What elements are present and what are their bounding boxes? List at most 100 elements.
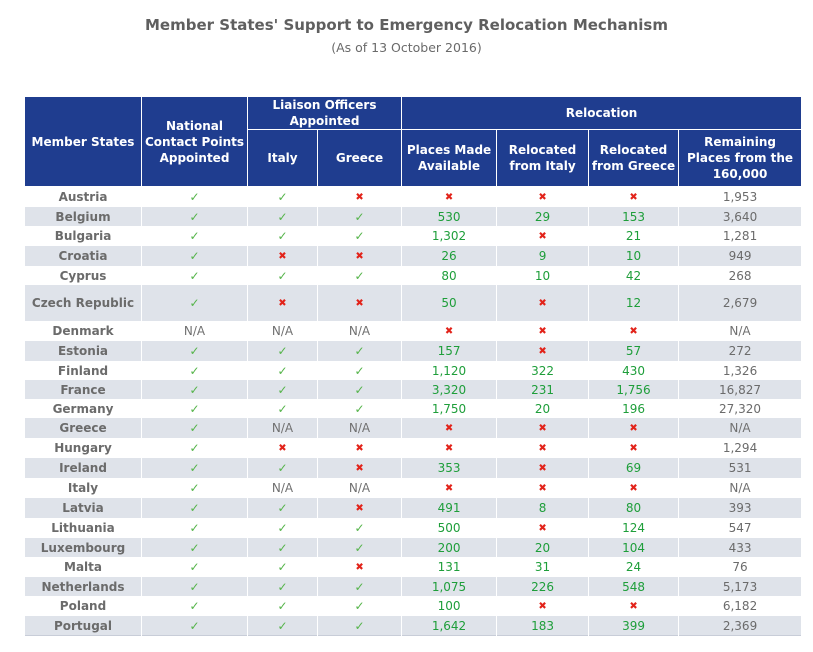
cell-rel-greece: 57 [588,341,680,361]
cell-rel-italy: ✖ [496,518,590,538]
cross-icon: ✖ [278,443,287,454]
cell-lo-greece: N/A [316,321,403,341]
cell-rel-greece: ✖ [588,478,680,498]
check-icon: ✓ [277,501,288,515]
cross-icon: ✖ [355,562,364,573]
cell-rel-italy: ✖ [496,418,590,438]
cell-lo-italy: ✓ [247,557,318,577]
check-icon: ✓ [189,521,200,535]
cell-lo-italy: ✓ [247,226,318,246]
cell-lo-italy: N/A [247,478,318,498]
cell-places: 100 [401,596,498,616]
cell-places: 491 [401,498,498,518]
cell-rel-italy: 226 [496,577,590,596]
cross-icon: ✖ [278,251,287,262]
member-state-name: Malta [24,557,142,577]
table-row: Austria ✓ ✓ ✖ ✖ ✖ ✖ 1,953 [24,186,803,207]
cell-remaining: 547 [678,518,803,538]
cell-ncp: ✓ [141,478,248,498]
table-row: Greece ✓ N/A N/A ✖ ✖ ✖ N/A [24,418,803,438]
cell-lo-greece: ✖ [316,186,403,207]
cell-rel-italy: ✖ [496,321,590,341]
cell-remaining: 1,953 [678,186,803,207]
table-row: France ✓ ✓ ✓ 3,320 231 1,756 16,827 [24,380,803,399]
member-state-name: Lithuania [24,518,142,538]
member-state-name: Italy [24,478,142,498]
cell-remaining: 27,320 [678,399,803,418]
cell-places: 157 [401,341,498,361]
check-icon: ✓ [354,229,365,243]
cell-lo-italy: ✓ [247,266,318,285]
cell-lo-greece: ✖ [316,438,403,458]
check-icon: ✓ [189,249,200,263]
cell-lo-greece: ✓ [316,538,403,557]
cell-lo-italy: ✖ [247,285,318,321]
member-state-name: Finland [24,361,142,380]
cross-icon: ✖ [538,463,547,474]
cell-lo-greece: ✓ [316,207,403,226]
check-icon: ✓ [354,268,365,283]
cell-lo-italy: ✓ [247,399,318,418]
cell-ncp: ✓ [141,557,248,577]
cell-lo-greece: ✖ [316,498,403,518]
header-lo-greece: Greece [316,129,403,187]
cell-ncp: ✓ [141,596,248,616]
cell-lo-italy: ✓ [247,596,318,616]
cell-rel-italy: 8 [496,498,590,518]
header-relocation: Relocation [401,96,803,130]
cell-lo-italy: ✓ [247,538,318,557]
cross-icon: ✖ [629,483,638,494]
cell-rel-italy: 231 [496,380,590,399]
cell-places: 26 [401,246,498,266]
cell-places: 530 [401,207,498,226]
cell-ncp: ✓ [141,361,248,380]
cell-rel-italy: 183 [496,616,590,636]
cell-remaining: N/A [678,321,803,341]
cross-icon: ✖ [355,251,364,262]
cell-rel-italy: ✖ [496,226,590,246]
cell-rel-italy: ✖ [496,186,590,207]
check-icon: ✓ [189,501,200,515]
cell-ncp: ✓ [141,266,248,285]
cross-icon: ✖ [629,443,638,454]
member-state-name: Estonia [24,341,142,361]
member-state-name: Poland [24,596,142,616]
check-icon: ✓ [277,401,288,416]
member-state-name: Czech Republic [24,285,142,321]
cell-lo-italy: ✓ [247,186,318,207]
table-row: Malta ✓ ✓ ✖ 131 31 24 76 [24,557,803,577]
cross-icon: ✖ [538,443,547,454]
cell-rel-italy: ✖ [496,341,590,361]
cell-lo-italy: ✓ [247,361,318,380]
table-row: Germany ✓ ✓ ✓ 1,750 20 196 27,320 [24,399,803,418]
cell-rel-italy: ✖ [496,438,590,458]
header-rel-italy: Relocated from Italy [496,129,590,187]
cross-icon: ✖ [444,443,454,454]
cell-lo-italy: ✓ [247,518,318,538]
cell-ncp: ✓ [141,518,248,538]
cross-icon: ✖ [538,326,547,337]
cell-lo-italy: ✖ [247,438,318,458]
cell-lo-greece: ✓ [316,380,403,399]
cell-places: ✖ [401,438,498,458]
cell-places: 353 [401,458,498,478]
cell-places: 1,075 [401,577,498,596]
cell-lo-italy: ✓ [247,380,318,399]
cell-rel-greece: 153 [588,207,680,226]
cell-lo-greece: ✓ [316,226,403,246]
cell-lo-greece: N/A [316,478,403,498]
table-row: Lithuania ✓ ✓ ✓ 500 ✖ 124 547 [24,518,803,538]
header-member-states: Member States [24,96,142,187]
check-icon: ✓ [277,599,288,613]
cross-icon: ✖ [444,192,454,203]
cross-icon: ✖ [278,298,287,309]
check-icon: ✓ [277,521,288,535]
cell-rel-italy: 10 [496,266,590,285]
check-icon: ✓ [189,540,200,555]
cell-places: 200 [401,538,498,557]
cell-places: 1,120 [401,361,498,380]
cell-lo-italy: N/A [247,321,318,341]
cell-places: ✖ [401,478,498,498]
check-icon: ✓ [189,268,200,283]
member-state-name: Netherlands [24,577,142,596]
